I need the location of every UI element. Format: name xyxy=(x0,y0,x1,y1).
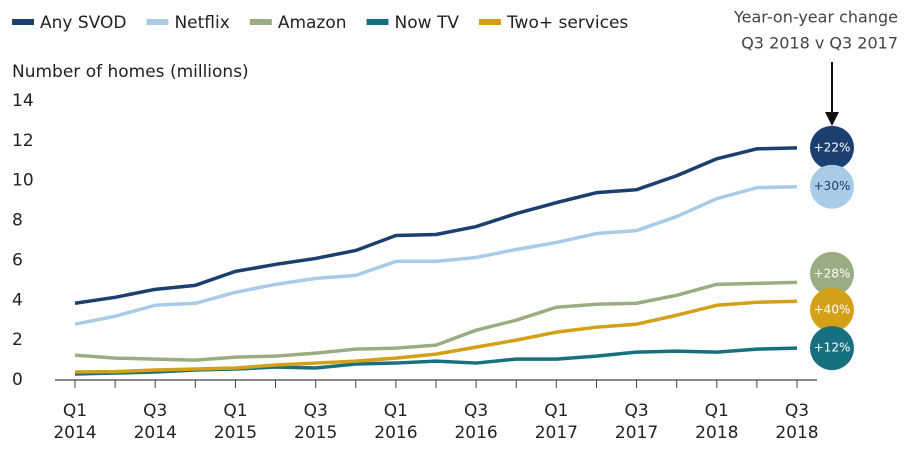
change-label: +12% xyxy=(814,341,851,355)
change-label: +30% xyxy=(814,179,851,193)
legend-label: Any SVOD xyxy=(40,13,126,33)
annotation: Q3 2018 v Q3 2017 xyxy=(741,34,898,53)
x-tick-label: Q1 2018 xyxy=(695,401,738,443)
series-line xyxy=(74,299,798,374)
x-tick-label: Q1 2016 xyxy=(374,401,417,443)
change-bubble xyxy=(810,164,854,209)
change-bubble xyxy=(810,251,854,296)
x-tick-label: Q1 2014 xyxy=(53,401,96,443)
y-tick-label: 6 xyxy=(12,250,23,270)
change-bubble xyxy=(810,326,854,371)
legend-swatch xyxy=(478,19,501,25)
arrow-head xyxy=(825,112,839,126)
x-tick-label: Q3 2018 xyxy=(775,401,818,443)
x-tick-label: Q3 2017 xyxy=(615,401,658,443)
x-tick-label: Q3 2016 xyxy=(454,401,497,443)
change-bubble xyxy=(810,287,854,332)
legend-swatch xyxy=(12,19,34,25)
y-tick-label: 2 xyxy=(12,330,23,350)
x-tick-label: Q1 2015 xyxy=(214,401,257,443)
y-tick-label: 12 xyxy=(12,131,34,151)
y-tick-label: 4 xyxy=(12,290,23,310)
legend-label: Two+ services xyxy=(506,13,628,33)
change-label: +28% xyxy=(814,266,851,280)
y-tick-label: 10 xyxy=(12,171,34,191)
series-line xyxy=(74,184,798,326)
change-label: +22% xyxy=(814,140,851,154)
annotation: Year-on-year change xyxy=(733,8,898,27)
series-line xyxy=(74,146,798,306)
x-tick-label: Q1 2017 xyxy=(535,401,578,443)
legend-label: Netflix xyxy=(174,13,229,33)
legend-label: Amazon xyxy=(278,13,347,33)
y-tick-label: 8 xyxy=(12,211,23,231)
x-tick-label: Q3 2015 xyxy=(294,401,337,443)
x-tick-label: Q3 2014 xyxy=(134,401,177,443)
y-axis-label: Number of homes (millions) xyxy=(12,62,249,82)
change-bubble xyxy=(810,125,854,170)
change-label: +40% xyxy=(814,302,851,316)
y-tick-label: 14 xyxy=(12,91,34,111)
legend-label: Now TV xyxy=(395,13,460,33)
series-line xyxy=(74,280,798,362)
y-tick-label: 0 xyxy=(12,370,23,390)
legend-swatch xyxy=(366,19,389,25)
legend-swatch xyxy=(249,19,272,25)
legend-swatch xyxy=(146,19,169,25)
